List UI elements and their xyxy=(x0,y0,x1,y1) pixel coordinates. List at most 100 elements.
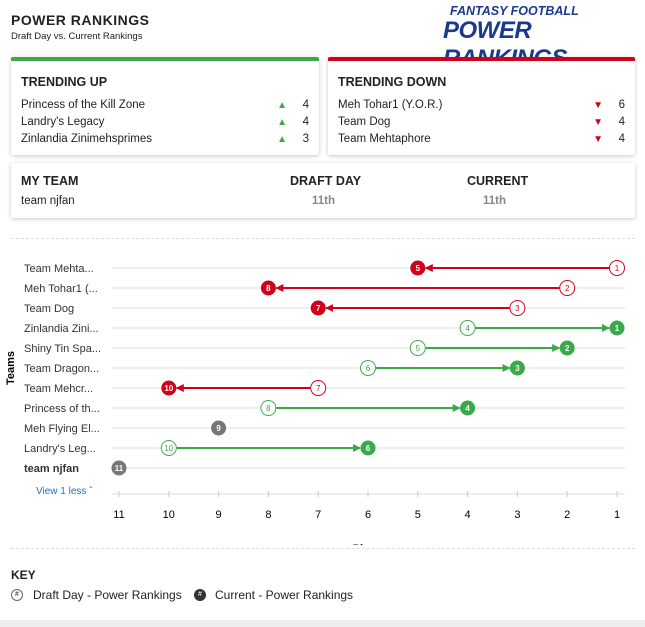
current-marker-label: 5 xyxy=(416,264,421,273)
current-marker[interactable] xyxy=(211,420,227,436)
rankings-chart: Teams Team Mehta... Meh Tohar1 (... Team Do… xyxy=(5,260,625,545)
change-value: 3 xyxy=(302,133,309,145)
divider xyxy=(11,238,635,239)
draft-marker-label: 7 xyxy=(316,384,321,393)
team-name: Meh Tohar1 (Y.O.R.) xyxy=(338,99,443,111)
current-marker[interactable] xyxy=(559,340,575,356)
draft-marker-label: 8 xyxy=(266,404,271,413)
current-marker[interactable] xyxy=(460,400,476,416)
trending-down-card: TRENDING DOWN Meh Tohar1 (Y.O.R.) ▼ 6 Team … xyxy=(328,57,635,155)
draft-key-label: Draft Day - Power Rankings xyxy=(33,588,182,602)
current-marker[interactable] xyxy=(260,280,276,296)
draft-day-label: DRAFT DAY xyxy=(290,174,362,188)
change-value: 4 xyxy=(302,99,309,111)
draft-marker[interactable] xyxy=(409,340,426,356)
trend-row: Zinlandia Zinimehsprimes ▲ 3 xyxy=(21,133,309,150)
current-marker[interactable] xyxy=(410,260,426,276)
current-key-label: Current - Power Rankings xyxy=(215,588,354,602)
page-title: POWER RANKINGS xyxy=(11,12,150,28)
y-axis-label: Teams xyxy=(5,351,17,385)
current-marker-label: 7 xyxy=(316,304,321,313)
draft-marker[interactable] xyxy=(509,300,526,316)
current-marker[interactable] xyxy=(609,320,625,336)
team-label: Team Dog xyxy=(24,303,74,315)
triangle-up-icon: ▲ xyxy=(277,134,287,145)
team-label: Shiny Tin Spa... xyxy=(24,343,101,355)
draft-key-icon: # xyxy=(11,589,23,601)
my-team-label: MY TEAM xyxy=(21,174,79,188)
draft-marker[interactable] xyxy=(459,320,476,336)
current-label: CURRENT xyxy=(467,174,529,188)
x-tick-label: 8 xyxy=(265,509,271,521)
draft-marker-label: 5 xyxy=(416,344,421,353)
current-marker[interactable] xyxy=(161,380,177,396)
my-team-draft: 11th xyxy=(312,195,336,207)
triangle-up-icon: ▲ xyxy=(277,117,287,128)
team-name: Team Dog xyxy=(338,116,391,128)
triangle-up-icon: ▲ xyxy=(277,100,287,111)
current-marker[interactable] xyxy=(111,460,127,476)
draft-marker-label: 3 xyxy=(515,304,520,313)
current-marker-label: 2 xyxy=(565,344,570,353)
draft-marker[interactable] xyxy=(609,260,625,276)
team-label: Zinlandia Zini... xyxy=(24,323,99,335)
current-marker-label: 6 xyxy=(366,444,371,453)
triangle-down-icon: ▼ xyxy=(593,100,603,111)
draft-marker[interactable] xyxy=(160,440,177,456)
team-label: Landry's Leg... xyxy=(24,443,96,455)
team-label: Team Mehcr... xyxy=(24,383,93,395)
team-label: Team Mehta... xyxy=(24,263,94,275)
current-marker-label: 9 xyxy=(216,424,221,433)
triangle-down-icon: ▼ xyxy=(593,134,603,145)
current-marker-label: 11 xyxy=(115,464,124,473)
current-marker[interactable] xyxy=(310,300,326,316)
my-team-card: MY TEAM DRAFT DAY CURRENT team njfan 11t… xyxy=(11,163,635,218)
draft-marker[interactable] xyxy=(310,380,327,396)
draft-marker[interactable] xyxy=(559,280,576,296)
trend-row: Princess of the Kill Zone ▲ 4 xyxy=(21,99,309,116)
key-title: KEY xyxy=(11,568,36,582)
x-tick-label: 2 xyxy=(564,509,570,521)
view-less-link[interactable]: View 1 less ˆ xyxy=(36,486,93,497)
draft-marker[interactable] xyxy=(360,360,376,376)
draft-marker-label: 6 xyxy=(366,364,371,373)
x-tick-label: 4 xyxy=(465,509,471,521)
change-value: 6 xyxy=(618,99,625,111)
x-tick-label: 6 xyxy=(365,509,371,521)
current-marker-label: 3 xyxy=(515,364,520,373)
team-label: Team Dragon... xyxy=(24,363,99,375)
x-axis-label: Place xyxy=(353,543,382,545)
trend-row: Meh Tohar1 (Y.O.R.) ▼ 6 xyxy=(338,99,625,116)
current-marker-label: 4 xyxy=(465,404,470,413)
change-value: 4 xyxy=(302,116,309,128)
draft-marker-label: 4 xyxy=(465,324,470,333)
current-marker-label: 10 xyxy=(164,384,173,393)
trending-up-title: TRENDING UP xyxy=(21,75,108,89)
triangle-down-icon: ▼ xyxy=(593,117,603,128)
x-tick-label: 1 xyxy=(614,509,620,521)
draft-marker-label: 1 xyxy=(615,264,620,273)
draft-marker-label: 10 xyxy=(164,444,173,453)
trending-up-card: TRENDING UP Princess of the Kill Zone ▲ 4 L… xyxy=(11,57,319,155)
team-label: Meh Flying El... xyxy=(24,423,100,435)
x-tick-label: 11 xyxy=(113,509,124,521)
draft-marker-label: 2 xyxy=(565,284,570,293)
x-tick-label: 7 xyxy=(315,509,321,521)
x-tick-label: 3 xyxy=(514,509,520,521)
team-name: Landry's Legacy xyxy=(21,116,105,128)
current-marker-label: 8 xyxy=(266,284,271,293)
current-marker[interactable] xyxy=(360,440,376,456)
team-name: Zinlandia Zinimehsprimes xyxy=(21,133,153,145)
trend-row: Team Dog ▼ 4 xyxy=(338,116,625,133)
current-marker-label: 1 xyxy=(615,324,620,333)
x-tick-label: 5 xyxy=(415,509,421,521)
team-name: Team Mehtaphore xyxy=(338,133,431,145)
draft-marker[interactable] xyxy=(260,400,277,416)
team-label: Princess of th... xyxy=(24,403,100,415)
trending-down-title: TRENDING DOWN xyxy=(338,75,447,89)
trend-row: Team Mehtaphore ▼ 4 xyxy=(338,133,625,150)
trend-row: Landry's Legacy ▲ 4 xyxy=(21,116,309,133)
current-marker[interactable] xyxy=(509,360,525,376)
change-value: 4 xyxy=(618,116,625,128)
